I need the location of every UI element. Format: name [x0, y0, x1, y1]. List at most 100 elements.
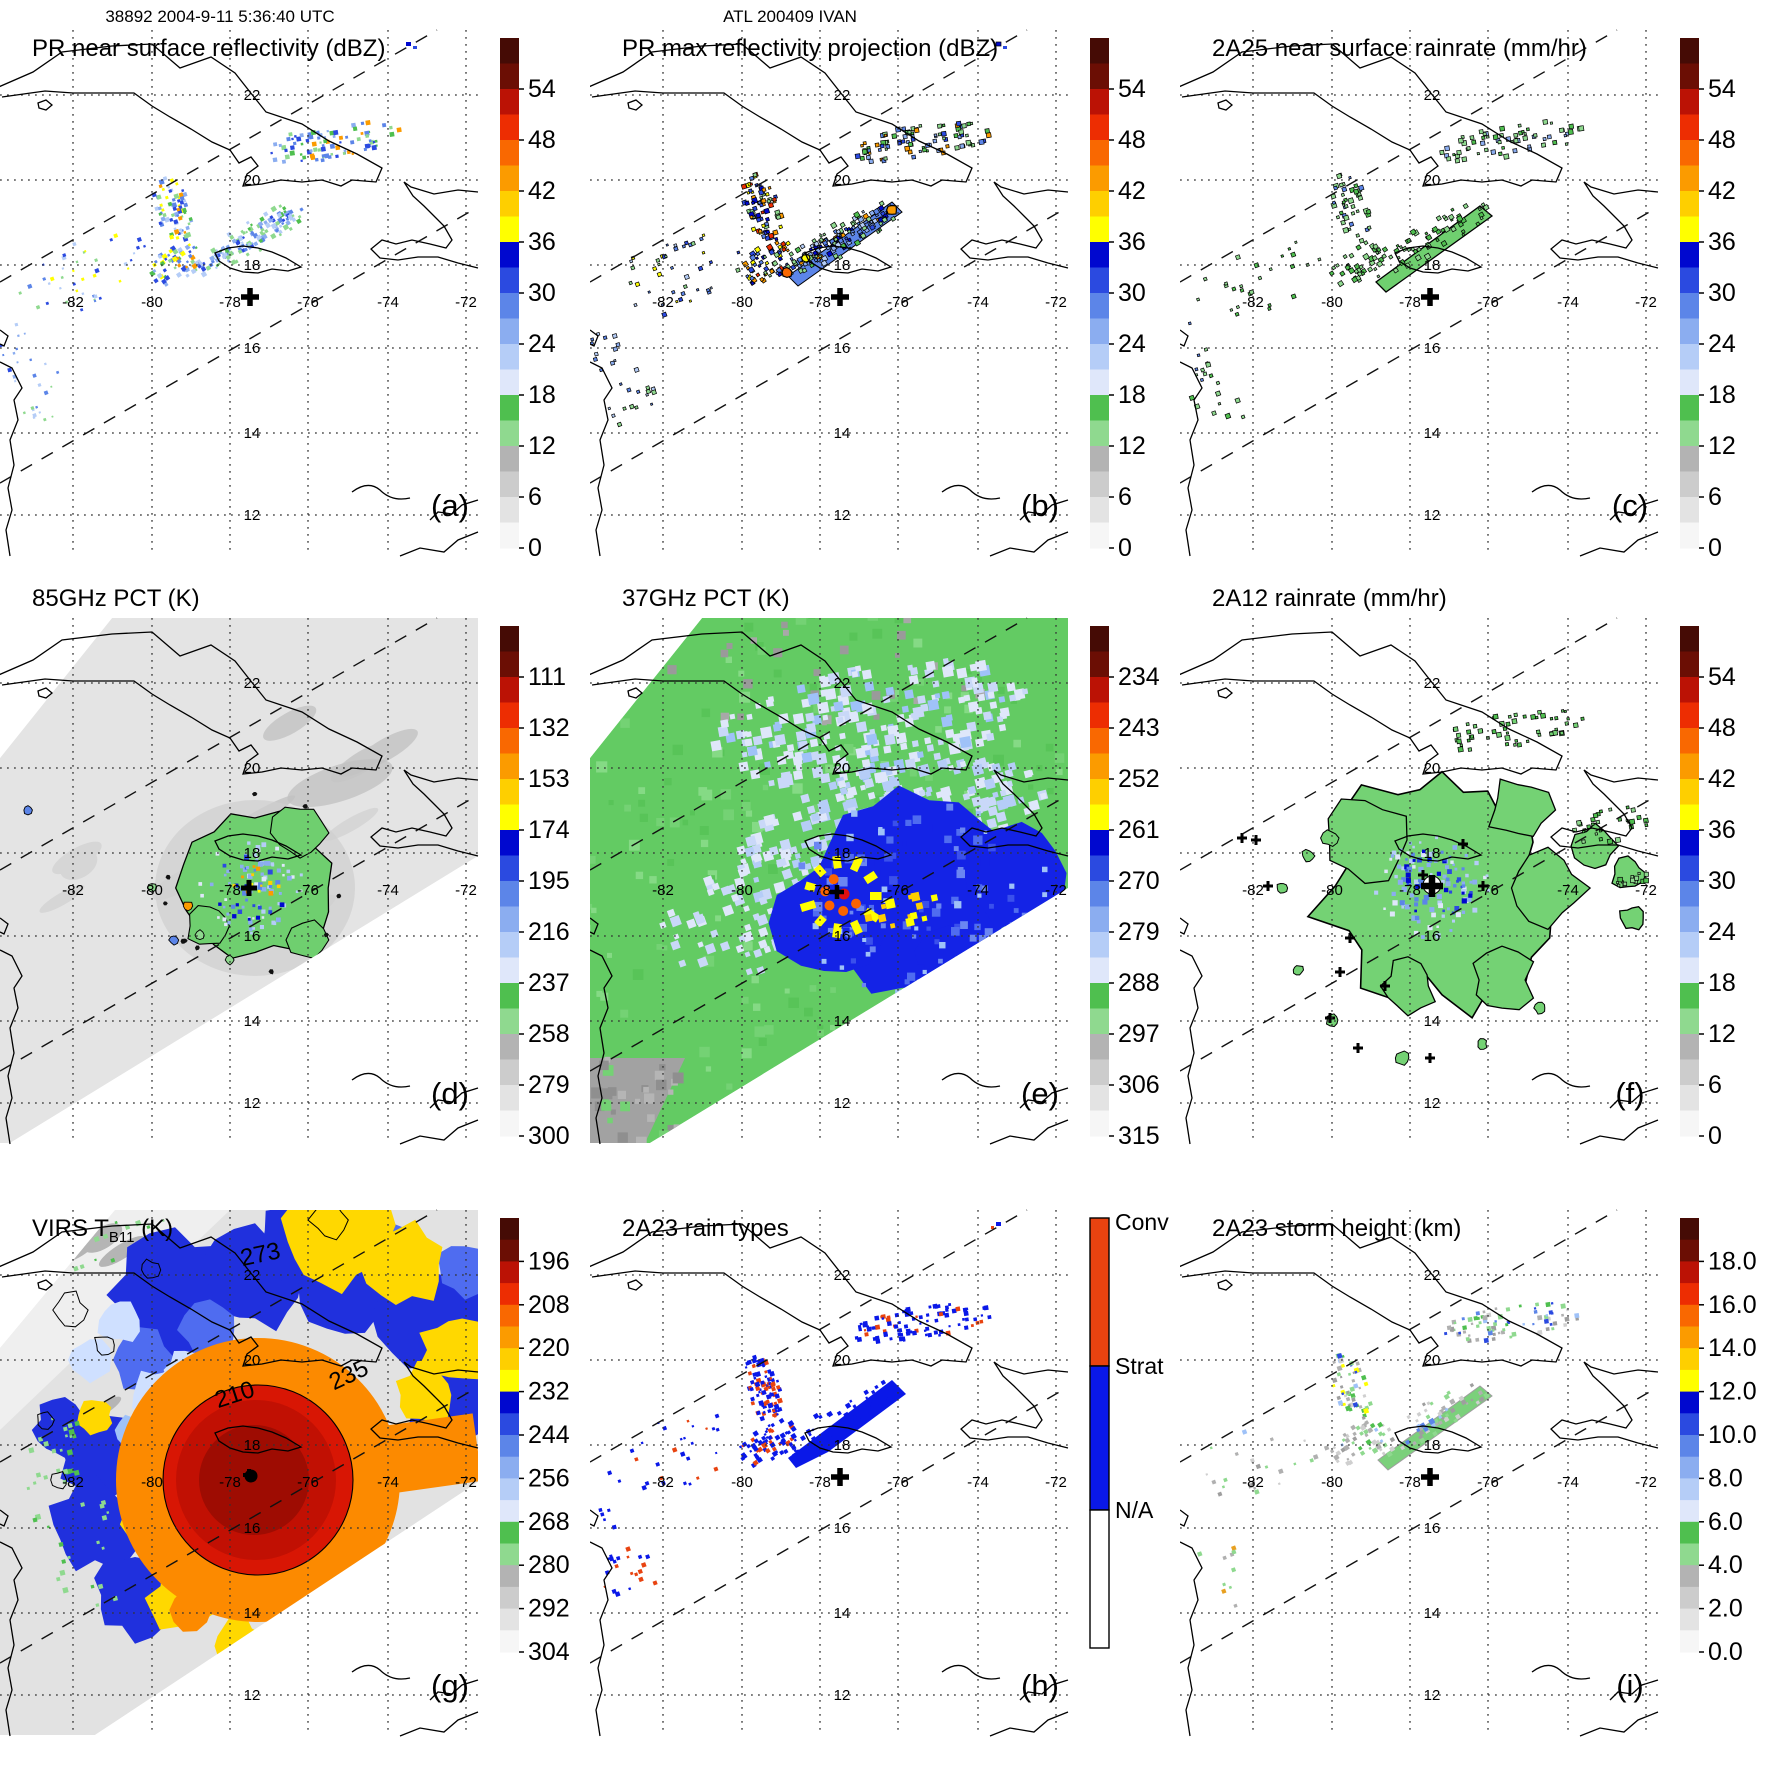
svg-text:22: 22: [244, 675, 261, 692]
svg-text:-78: -78: [219, 1474, 241, 1491]
panel-letter-h: (h): [1021, 1668, 1059, 1703]
svg-text:-76: -76: [297, 1474, 319, 1491]
svg-text:20: 20: [244, 172, 261, 189]
svg-text:-82: -82: [62, 882, 84, 899]
svg-text:14: 14: [244, 425, 261, 442]
colorbar-b: 54 48 42 36 30 24 18 12 6 0: [1090, 38, 1146, 562]
colorbar-g: 196 208 220 232 244 256 268 280 292 304: [500, 1218, 570, 1666]
colorbar-tick: 12: [1708, 432, 1736, 460]
svg-text:-74: -74: [1557, 882, 1579, 899]
svg-text:-72: -72: [455, 294, 477, 311]
panel-title-h: 2A23 rain types: [622, 1215, 789, 1242]
colorbar-tick: 280: [528, 1551, 570, 1579]
panel-title-a: PR near surface reflectivity (dBZ): [32, 35, 385, 62]
latlon-grid: [590, 1209, 1069, 1735]
svg-text:-72: -72: [1635, 1474, 1657, 1491]
colorbar-tick: 12.0: [1708, 1378, 1757, 1406]
svg-text:18: 18: [834, 257, 851, 274]
panel-i-figure: -82 -80 -78 -76 -74 -72 22 20 18 16 14 12 2A23 storm…: [1180, 1180, 1770, 1771]
colorbar-f: 54 48 42 36 30 24 18 12 6 0: [1680, 626, 1736, 1150]
svg-text:20: 20: [244, 1352, 261, 1369]
svg-text:-76: -76: [1477, 1474, 1499, 1491]
latlon-grid: [590, 29, 1069, 555]
colorbar-tick: 261: [1118, 816, 1160, 844]
colorbar-tick: 256: [528, 1464, 570, 1492]
storm-name-header: ATL 200409 IVAN: [723, 7, 857, 26]
panel-letter-b: (b): [1021, 488, 1059, 523]
colorbar-tick: 4.0: [1708, 1551, 1743, 1579]
svg-text:14: 14: [1424, 425, 1441, 442]
colorbar-tick: 288: [1118, 969, 1160, 997]
svg-text:-80: -80: [1321, 1474, 1343, 1491]
colorbar-tick: 315: [1118, 1122, 1160, 1150]
grid-labels: -82 -80 -78 -76 -74 -72 22 20 18 16 14 12: [652, 87, 1067, 524]
field-a: [0, 42, 417, 422]
colorbar-tick: 36: [1708, 228, 1736, 256]
svg-text:-74: -74: [967, 882, 989, 899]
colorbar-tick: 42: [1708, 177, 1736, 205]
colorbar-tick: 24: [1708, 330, 1736, 358]
svg-text:18: 18: [244, 845, 261, 862]
colorbar-tick: 6: [528, 483, 542, 511]
panel-title-c: 2A25 near surface rainrate (mm/hr): [1212, 35, 1587, 62]
colorbar-tick: 10.0: [1708, 1421, 1757, 1449]
colorbar-tick: 54: [1118, 75, 1146, 103]
colorbar-tick: 48: [1708, 126, 1736, 154]
colorbar-tick: 237: [528, 969, 570, 997]
svg-text:16: 16: [1424, 340, 1441, 357]
colorbar-tick: 48: [528, 126, 556, 154]
svg-text:12: 12: [244, 507, 261, 524]
coastlines: [1180, 631, 1659, 1145]
svg-text:16: 16: [1424, 928, 1441, 945]
colorbar-tick: 0: [1708, 1122, 1722, 1150]
svg-text:-80: -80: [141, 1474, 163, 1491]
colorbar-tick: 244: [528, 1421, 570, 1449]
colorbar-tick: 36: [528, 228, 556, 256]
colorbar-tick: 54: [1708, 663, 1736, 691]
latlon-grid: [1180, 1209, 1659, 1735]
panel-title-i: 2A23 storm height (km): [1212, 1215, 1461, 1242]
svg-text:-80: -80: [141, 294, 163, 311]
colorbar-tick: 0: [1118, 534, 1132, 562]
svg-text:-82: -82: [62, 294, 84, 311]
svg-text:12: 12: [1424, 1687, 1441, 1704]
svg-text:22: 22: [1424, 87, 1441, 104]
svg-text:-74: -74: [377, 294, 399, 311]
colorbar-tick: 18: [528, 381, 556, 409]
svg-text:-76: -76: [297, 294, 319, 311]
colorbar-tick: 292: [528, 1595, 570, 1623]
colorbar-tick: 24: [1118, 330, 1146, 358]
svg-text:18: 18: [834, 1437, 851, 1454]
colorbar-tick: 12: [1118, 432, 1146, 460]
svg-text:-76: -76: [1477, 294, 1499, 311]
svg-text:14: 14: [1424, 1013, 1441, 1030]
colorbar-tick: 0.0: [1708, 1638, 1743, 1666]
svg-text:-82: -82: [62, 1474, 84, 1491]
colorbar-tick: 6: [1708, 1071, 1722, 1099]
grid-labels: -82 -80 -78 -76 -74 -72 22 20 18 16 14 12: [62, 87, 477, 524]
svg-text:18: 18: [1424, 1437, 1441, 1454]
grid-labels: -82 -80 -78 -76 -74 -72 22 20 18 16 14 12: [1242, 1267, 1657, 1704]
panel-title-d: 85GHz PCT (K): [32, 588, 200, 612]
panel-a-figure: -82 -80 -78 -76 -74 -72 22 20 18 16 14 12 PR near su…: [0, 0, 590, 591]
colorbar-tick: 208: [528, 1291, 570, 1319]
svg-text:-80: -80: [1321, 882, 1343, 899]
colorbar-tick: 111: [528, 663, 566, 691]
colorbar-tick: 279: [528, 1071, 570, 1099]
panel-letter-c: (c): [1612, 488, 1648, 523]
colorbar-tick: 42: [1118, 177, 1146, 205]
colorbar-tick: 12: [528, 432, 556, 460]
panel-a-pr-near-surface-reflectivity: -82 -80 -78 -76 -74 -72 22 20 18 16 14 12 PR near su…: [0, 0, 590, 591]
colorbar-tick: 304: [528, 1638, 570, 1666]
svg-text:22: 22: [244, 1267, 261, 1284]
colorbar-e: 234 243 252 261 270 279 288 297 306 315: [1090, 626, 1160, 1150]
colorbar-tick: 6: [1708, 483, 1722, 511]
colorbar-tick: 24: [1708, 918, 1736, 946]
svg-text:-74: -74: [1557, 294, 1579, 311]
svg-text:-80: -80: [731, 882, 753, 899]
latlon-grid: [590, 617, 1069, 1143]
svg-text:-74: -74: [1557, 1474, 1579, 1491]
svg-text:12: 12: [1424, 1095, 1441, 1112]
svg-text:20: 20: [244, 760, 261, 777]
